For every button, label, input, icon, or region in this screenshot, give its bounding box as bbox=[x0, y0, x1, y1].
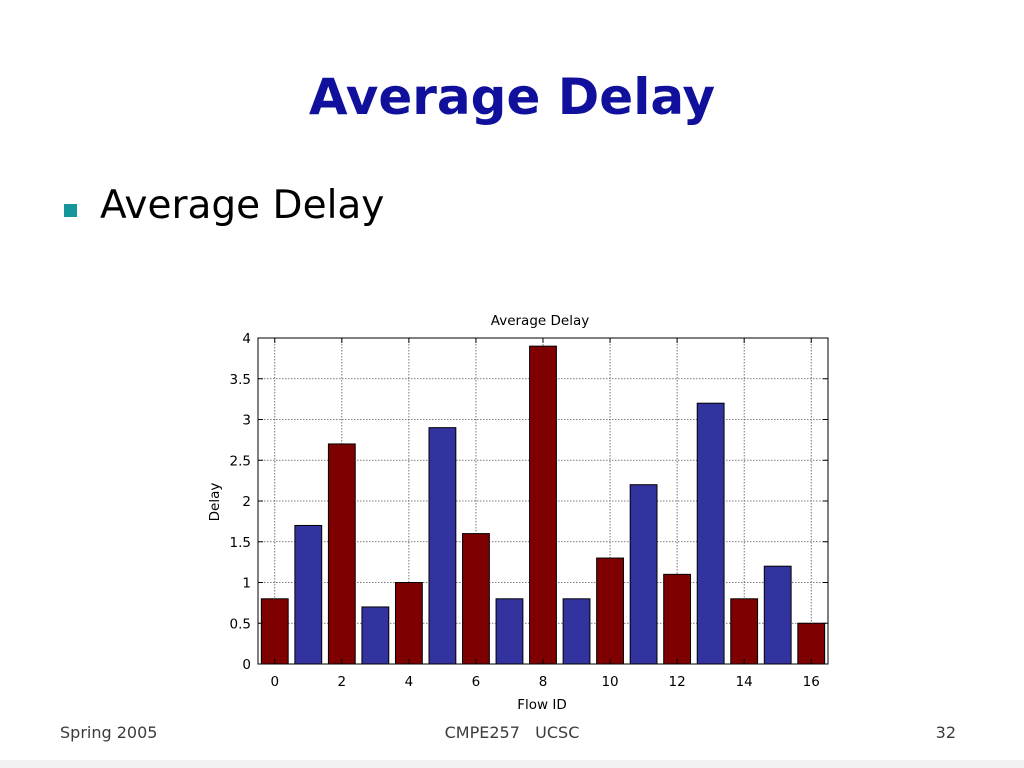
y-tick-label: 1 bbox=[242, 576, 251, 592]
bullet-text: Average Delay bbox=[100, 183, 385, 228]
x-tick-label: 10 bbox=[601, 674, 618, 690]
bottom-strip bbox=[0, 760, 1024, 768]
x-tick-label: 12 bbox=[669, 674, 686, 690]
bar-flow-3 bbox=[361, 606, 390, 665]
x-tick-label: 2 bbox=[338, 674, 347, 690]
bar-flow-4 bbox=[394, 582, 423, 665]
y-axis-label: Delay bbox=[207, 483, 223, 522]
bar-flow-11 bbox=[629, 484, 658, 665]
bars bbox=[260, 345, 826, 665]
footer-course: CMPE257 UCSC bbox=[444, 723, 580, 742]
bar-flow-16 bbox=[797, 622, 826, 665]
y-tick-label: 0.5 bbox=[230, 616, 251, 632]
x-tick-label: 14 bbox=[736, 674, 753, 690]
bar-flow-7 bbox=[495, 598, 524, 665]
x-tick-label: 0 bbox=[270, 674, 279, 690]
bar-flow-0 bbox=[260, 598, 289, 665]
y-tick-label: 1.5 bbox=[230, 535, 251, 551]
chart-title: Average Delay bbox=[491, 313, 589, 329]
bar-flow-10 bbox=[596, 557, 624, 665]
y-tick-label: 2.5 bbox=[230, 453, 251, 469]
y-tick-label: 4 bbox=[242, 331, 251, 347]
bar-flow-13 bbox=[696, 402, 725, 665]
footer-date: Spring 2005 bbox=[60, 723, 158, 742]
bar-flow-1 bbox=[294, 524, 323, 665]
bar-flow-14 bbox=[730, 598, 759, 665]
x-tick-label: 16 bbox=[803, 674, 820, 690]
bar-flow-6 bbox=[462, 533, 490, 665]
bar-flow-2 bbox=[327, 443, 356, 665]
slide-number: 32 bbox=[935, 723, 956, 742]
x-axis-label: Flow ID bbox=[517, 697, 567, 713]
y-tick-label: 2 bbox=[242, 494, 251, 510]
x-tick-label: 6 bbox=[472, 674, 481, 690]
bar-flow-12 bbox=[663, 573, 692, 665]
square-bullet-icon bbox=[64, 204, 77, 217]
y-tick-label: 3 bbox=[242, 413, 251, 429]
bar-flow-15 bbox=[763, 565, 792, 665]
average-delay-chart: 0 0.5 1 1.5 2 2.5 3 3.5 4 0 2 4 6 8 10 12 14 16 Average D… bbox=[207, 313, 829, 713]
x-tick-label: 4 bbox=[405, 674, 414, 690]
bar-flow-5 bbox=[428, 427, 457, 665]
x-tick-label: 8 bbox=[539, 674, 548, 690]
y-tick-label: 3.5 bbox=[230, 372, 251, 388]
y-tick-label: 0 bbox=[242, 657, 251, 673]
slide-title: Average Delay bbox=[308, 68, 716, 126]
bar-flow-8 bbox=[529, 345, 557, 665]
ticks: 0 0.5 1 1.5 2 2.5 3 3.5 4 0 2 4 6 8 10 12 14 16 bbox=[230, 331, 828, 690]
bar-flow-9 bbox=[562, 598, 591, 665]
